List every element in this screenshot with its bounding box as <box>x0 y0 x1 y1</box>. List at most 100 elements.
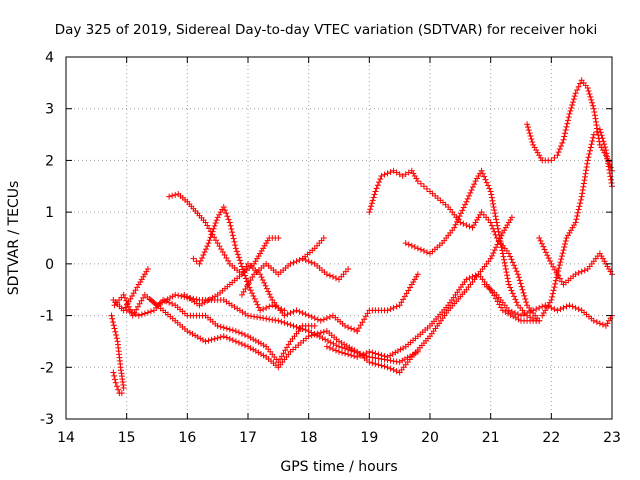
data-point <box>228 225 235 232</box>
data-point <box>390 167 397 174</box>
data-point <box>560 247 567 254</box>
data-point <box>579 190 586 197</box>
data-point <box>135 312 142 319</box>
data-point <box>490 249 497 256</box>
data-point <box>204 297 211 304</box>
data-point <box>126 308 133 315</box>
data-point <box>275 235 282 241</box>
data-point <box>586 90 593 97</box>
data-point <box>389 350 396 357</box>
data-point <box>605 160 612 167</box>
data-point <box>197 257 204 264</box>
data-point <box>512 314 519 321</box>
x-tick-label: 16 <box>178 430 196 446</box>
data-point <box>287 309 294 316</box>
data-point <box>269 302 276 309</box>
data-point <box>478 167 485 174</box>
data-point <box>366 209 373 216</box>
data-point <box>503 269 510 276</box>
data-point <box>574 86 581 93</box>
data-point <box>522 296 529 303</box>
data-point <box>496 235 503 241</box>
data-point <box>557 306 564 313</box>
data-point <box>376 179 383 186</box>
data-point <box>308 332 315 339</box>
data-point <box>272 303 279 310</box>
data-point <box>601 141 608 148</box>
data-point <box>491 207 498 214</box>
x-tick-label: 19 <box>360 430 378 446</box>
data-point <box>247 287 254 294</box>
data-point <box>495 228 502 235</box>
data-point <box>249 290 256 297</box>
data-point <box>399 172 406 179</box>
data-point <box>567 107 574 114</box>
data-point <box>210 225 217 232</box>
data-point <box>512 265 519 272</box>
data-point <box>508 308 515 315</box>
data-point <box>523 299 530 306</box>
data-point <box>211 335 218 342</box>
data-point <box>552 280 559 287</box>
data-point <box>381 363 388 370</box>
data-point <box>357 352 364 359</box>
data-point <box>580 183 587 190</box>
data-point <box>551 154 558 161</box>
data-point <box>299 309 306 316</box>
data-point <box>255 349 262 356</box>
data-point <box>408 242 415 249</box>
data-point <box>530 307 537 314</box>
data-point <box>378 352 385 359</box>
data-point <box>302 311 309 318</box>
data-point <box>175 292 182 299</box>
data-point <box>565 117 572 124</box>
data-point <box>555 265 562 272</box>
data-point <box>121 294 128 301</box>
data-point <box>229 229 236 236</box>
data-point <box>508 287 515 294</box>
data-point <box>548 157 555 164</box>
data-point <box>400 345 407 352</box>
data-point <box>606 166 613 173</box>
data-point <box>258 350 264 357</box>
data-point <box>211 222 218 229</box>
data-point <box>483 179 490 186</box>
data-point <box>320 316 327 323</box>
y-tick-label: 2 <box>45 153 54 169</box>
data-point <box>242 275 249 282</box>
data-point <box>590 134 597 141</box>
data-point <box>488 222 495 229</box>
grid <box>66 57 612 419</box>
data-point <box>212 293 219 300</box>
data-point <box>544 252 551 259</box>
data-point <box>467 189 474 196</box>
data-point <box>546 257 553 264</box>
data-point <box>257 307 264 314</box>
data-point <box>223 325 230 332</box>
data-point <box>412 350 419 357</box>
data-point <box>581 177 588 184</box>
data-point <box>196 260 203 267</box>
data-point <box>260 315 267 322</box>
data-point <box>514 311 521 318</box>
data-point <box>393 358 400 365</box>
x-axis-title: GPS time / hours <box>280 459 397 475</box>
plot-frame <box>65 56 613 420</box>
data-point <box>257 271 264 278</box>
data-point <box>275 304 282 311</box>
data-point <box>586 150 593 157</box>
x-tick-label: 17 <box>239 430 257 446</box>
data-point <box>341 341 348 348</box>
data-point <box>493 219 500 226</box>
data-point <box>509 259 516 266</box>
data-point <box>223 334 230 341</box>
x-tick-label: 20 <box>421 430 439 446</box>
data-point <box>238 341 245 348</box>
data-point <box>201 249 208 256</box>
data-point <box>269 316 276 323</box>
data-point <box>346 344 353 351</box>
data-point <box>213 217 220 224</box>
data-point <box>208 231 215 238</box>
data-point <box>305 333 312 340</box>
